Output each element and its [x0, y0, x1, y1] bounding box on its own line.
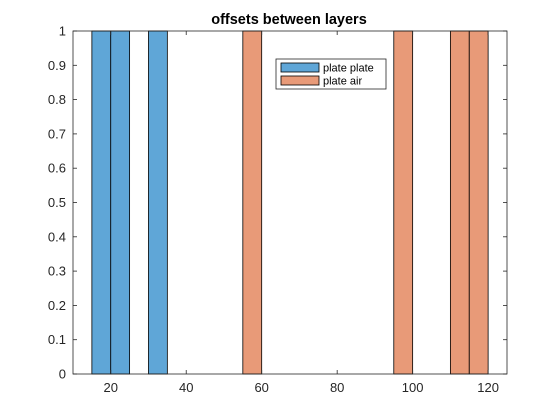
legend-swatch: [280, 62, 320, 73]
y-tick-label: 0.8: [48, 92, 66, 107]
y-tick-label: 0: [59, 367, 66, 382]
bars-layer: [91, 30, 489, 375]
bar-plate-plate-1: [110, 30, 131, 375]
y-tick-label: 0.4: [48, 229, 66, 244]
x-tick-label: 60: [254, 380, 268, 395]
legend-label: plate air: [323, 76, 362, 88]
bar-plate-plate-2: [148, 30, 168, 375]
bar-plate-air-1: [393, 30, 414, 375]
y-tick-label: 0.7: [48, 126, 66, 141]
y-tick-label: 1: [59, 24, 66, 39]
y-tick-label: 0.2: [48, 298, 66, 313]
x-tick-label: 80: [330, 380, 344, 395]
legend-swatch: [280, 75, 320, 86]
legend-label: plate plate: [323, 63, 374, 75]
y-tick-label: 0.3: [48, 264, 66, 279]
x-tick-label: 40: [179, 380, 193, 395]
y-tick-label: 0.1: [48, 332, 66, 347]
bar-plate-air-2: [449, 30, 470, 375]
bar-plate-plate-0: [91, 30, 112, 375]
bar-plate-air-0: [242, 30, 263, 375]
x-tick-label: 120: [477, 380, 499, 395]
axes-layer: 20 40 60 80 100 120 0 0.1 0.2 0.3 0.4 0.5 0.6 0.7 0.8 0…: [48, 24, 508, 395]
y-tick-label: 0.9: [48, 58, 66, 73]
chart-title: offsets between layers: [211, 12, 367, 28]
x-tick-label: 100: [402, 380, 424, 395]
y-tick-label: 0.5: [48, 195, 66, 210]
bar-plate-air-3: [468, 30, 489, 375]
x-tick-label: 20: [104, 380, 118, 395]
y-tick-label: 0.6: [48, 161, 66, 176]
